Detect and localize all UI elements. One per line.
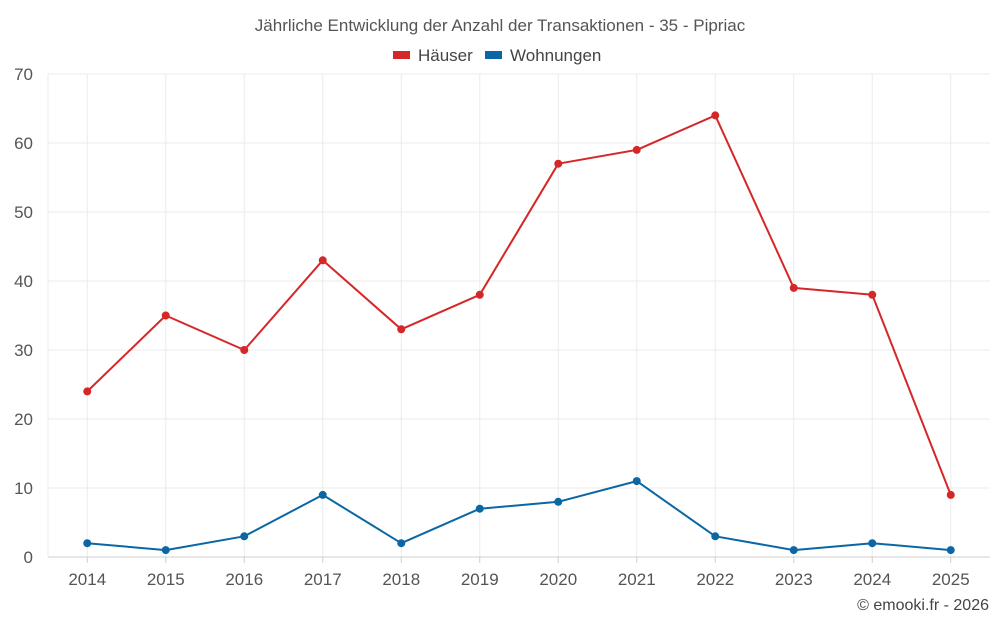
series-line-haeuser bbox=[86, 114, 952, 496]
data-point-wohnungen[interactable] bbox=[789, 546, 798, 555]
x-tick-label: 2020 bbox=[539, 570, 577, 589]
x-tick-label: 2014 bbox=[68, 570, 106, 589]
credit-text: © emooki.fr - 2026 bbox=[857, 597, 989, 614]
data-point-wohnungen[interactable] bbox=[240, 532, 249, 541]
data-point-haeuser[interactable] bbox=[475, 290, 484, 299]
chart-title: Jährliche Entwicklung der Anzahl der Tra… bbox=[255, 16, 746, 35]
data-point-wohnungen[interactable] bbox=[83, 539, 92, 548]
x-tick-label: 2017 bbox=[304, 570, 342, 589]
data-point-wohnungen[interactable] bbox=[868, 539, 877, 548]
series-wohnungen bbox=[83, 477, 955, 555]
legend-swatch-wohnungen bbox=[485, 51, 502, 59]
legend: Häuser Wohnungen bbox=[393, 46, 601, 65]
series bbox=[83, 111, 955, 555]
grid bbox=[47, 73, 990, 557]
x-tick-label: 2024 bbox=[853, 570, 891, 589]
y-tick-label: 10 bbox=[14, 479, 33, 498]
data-point-wohnungen[interactable] bbox=[318, 490, 327, 499]
data-point-haeuser[interactable] bbox=[318, 256, 327, 265]
data-point-haeuser[interactable] bbox=[789, 283, 798, 292]
legend-swatch-haeuser bbox=[393, 51, 410, 59]
legend-item-haeuser[interactable]: Häuser bbox=[393, 46, 473, 65]
y-tick-label: 40 bbox=[14, 272, 33, 291]
series-line-wohnungen bbox=[87, 480, 951, 552]
data-point-haeuser[interactable] bbox=[554, 159, 563, 168]
data-point-haeuser[interactable] bbox=[711, 111, 720, 120]
x-tick-label: 2022 bbox=[696, 570, 734, 589]
x-tick-label: 2018 bbox=[382, 570, 420, 589]
y-axis: 0 10 20 30 40 50 60 70 bbox=[14, 65, 33, 567]
data-point-haeuser[interactable] bbox=[83, 387, 92, 396]
data-point-haeuser[interactable] bbox=[946, 490, 955, 499]
y-tick-label: 60 bbox=[14, 134, 33, 153]
x-tick-label: 2021 bbox=[618, 570, 656, 589]
legend-label-wohnungen: Wohnungen bbox=[510, 46, 601, 65]
data-point-wohnungen[interactable] bbox=[711, 532, 720, 541]
data-point-wohnungen[interactable] bbox=[475, 504, 484, 513]
data-point-wohnungen[interactable] bbox=[161, 546, 170, 555]
data-point-haeuser[interactable] bbox=[161, 311, 170, 320]
data-point-haeuser[interactable] bbox=[868, 290, 877, 299]
data-point-wohnungen[interactable] bbox=[946, 546, 955, 555]
x-tick-label: 2023 bbox=[775, 570, 813, 589]
data-point-haeuser[interactable] bbox=[397, 325, 406, 334]
data-point-wohnungen[interactable] bbox=[554, 497, 563, 506]
y-tick-label: 30 bbox=[14, 341, 33, 360]
data-point-haeuser[interactable] bbox=[240, 346, 249, 354]
y-tick-label: 70 bbox=[14, 65, 33, 84]
y-tick-label: 50 bbox=[14, 203, 33, 222]
data-point-wohnungen[interactable] bbox=[397, 539, 406, 548]
data-point-wohnungen[interactable] bbox=[632, 477, 641, 486]
x-axis: 2014 2015 2016 2017 2018 2019 2020 2021 2022 2023… bbox=[48, 556, 990, 589]
x-tick-label: 2016 bbox=[225, 570, 263, 589]
data-point-haeuser[interactable] bbox=[632, 145, 641, 154]
x-tick-label: 2015 bbox=[147, 570, 185, 589]
legend-label-haeuser: Häuser bbox=[418, 46, 473, 65]
series-haeuser bbox=[83, 111, 955, 499]
x-tick-label: 2025 bbox=[932, 570, 970, 589]
y-tick-label: 0 bbox=[24, 548, 33, 567]
x-tick-label: 2019 bbox=[461, 570, 499, 589]
legend-item-wohnungen[interactable]: Wohnungen bbox=[485, 46, 601, 65]
y-tick-label: 20 bbox=[14, 410, 33, 429]
